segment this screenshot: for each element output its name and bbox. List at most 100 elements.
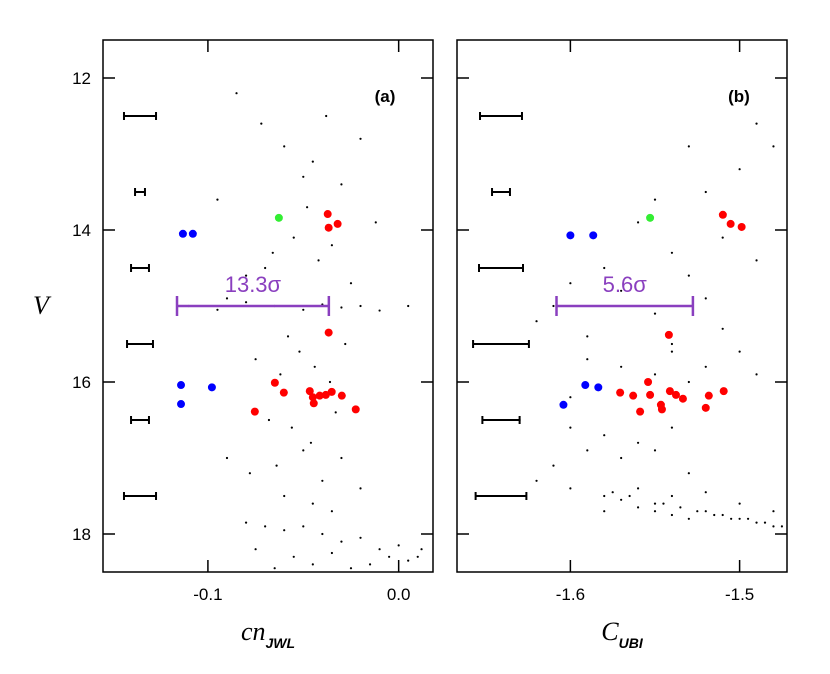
- x-axis-label: cnJWL: [241, 617, 295, 651]
- star: [569, 282, 572, 285]
- star-highlight: [315, 391, 324, 400]
- star-highlight: [250, 407, 259, 416]
- star: [306, 206, 309, 209]
- star: [670, 350, 674, 353]
- plot-frame: [102, 39, 434, 573]
- star: [302, 449, 305, 452]
- star-highlight: [718, 210, 727, 219]
- star: [244, 274, 248, 277]
- error-bar: [481, 416, 521, 424]
- star-highlight: [177, 400, 186, 409]
- star: [772, 525, 775, 528]
- sigma-bracket: [555, 296, 695, 316]
- star: [603, 494, 606, 498]
- star: [603, 266, 606, 270]
- star-highlight: [664, 330, 673, 339]
- x-axis-label: CUBI: [601, 617, 644, 651]
- star: [636, 506, 640, 509]
- star: [271, 251, 274, 254]
- x-tick-label: -0.1: [193, 585, 222, 604]
- star: [330, 551, 334, 555]
- star: [359, 536, 362, 539]
- star: [721, 327, 724, 330]
- y-tick-label: 18: [72, 525, 91, 544]
- star: [653, 510, 657, 513]
- star: [225, 456, 229, 460]
- star: [670, 494, 674, 498]
- star-highlight: [636, 407, 645, 416]
- star: [290, 426, 293, 429]
- star: [325, 114, 328, 118]
- panel-label: (a): [375, 87, 396, 106]
- star: [378, 548, 381, 551]
- star-highlight: [629, 391, 638, 400]
- star: [244, 301, 248, 304]
- star: [264, 525, 267, 528]
- star: [721, 513, 724, 517]
- star: [569, 396, 572, 399]
- star: [292, 236, 295, 239]
- error-bar: [122, 112, 158, 120]
- star: [653, 198, 657, 201]
- star: [755, 122, 758, 125]
- star: [670, 426, 674, 429]
- star-highlight: [337, 391, 346, 400]
- x-axis-label-sub: JWL: [265, 635, 295, 651]
- star-highlight: [188, 229, 197, 238]
- star-highlight: [305, 387, 314, 396]
- star: [586, 449, 589, 452]
- star: [298, 350, 301, 353]
- star: [349, 567, 353, 570]
- star-highlight: [678, 394, 687, 403]
- x-tick-label: -1.5: [725, 585, 754, 604]
- star: [653, 373, 657, 376]
- star: [244, 521, 248, 524]
- star: [254, 548, 257, 551]
- star: [397, 544, 400, 547]
- star: [704, 190, 707, 194]
- x-axis-label-main: cn: [241, 617, 266, 646]
- y-axis-label: V: [33, 291, 52, 320]
- star: [636, 221, 640, 224]
- star: [309, 441, 313, 444]
- x-tick-label: 0.0: [387, 585, 411, 604]
- star-highlight: [321, 390, 330, 399]
- star-highlight: [207, 383, 216, 392]
- star: [704, 491, 707, 494]
- star-highlight: [594, 383, 603, 392]
- error-bar: [134, 188, 146, 196]
- error-bar: [130, 416, 150, 424]
- star-highlight: [566, 231, 575, 240]
- star-highlight: [327, 387, 336, 396]
- star: [603, 510, 606, 513]
- star: [340, 183, 343, 186]
- y-tick-label: 16: [72, 373, 91, 392]
- star: [569, 487, 572, 490]
- star: [780, 525, 784, 528]
- panel: 13.3σ 12 14 16 18 -0.1 0.0 (a) cnJWL V: [33, 39, 434, 651]
- star: [283, 529, 286, 532]
- star-highlight: [656, 400, 665, 409]
- star: [586, 335, 589, 338]
- star: [340, 306, 343, 309]
- star: [317, 259, 320, 262]
- star-highlight: [589, 231, 598, 240]
- star: [611, 491, 614, 494]
- star: [328, 380, 332, 384]
- error-bar: [130, 264, 150, 272]
- star: [636, 441, 640, 444]
- star: [704, 365, 707, 368]
- star: [628, 494, 631, 498]
- x-axis-label-sub: UBI: [619, 635, 644, 651]
- star: [279, 373, 282, 376]
- star: [569, 426, 572, 429]
- star: [225, 297, 229, 300]
- star-highlight: [701, 403, 710, 412]
- star-highlight: [616, 388, 625, 397]
- star: [216, 308, 219, 311]
- star: [636, 487, 640, 490]
- star: [763, 521, 767, 524]
- star: [738, 517, 741, 520]
- star: [687, 380, 690, 384]
